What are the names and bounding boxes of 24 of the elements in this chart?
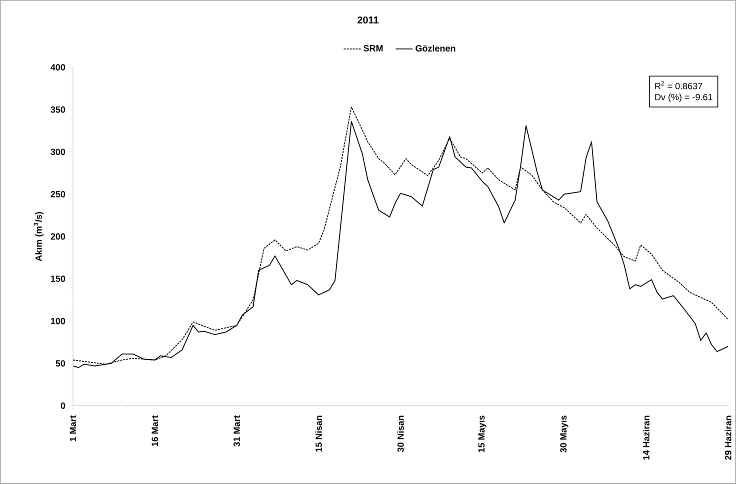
- x-tick-label: 31 Mart: [234, 415, 240, 447]
- annotation: Dv (%) = -9.61: [655, 94, 712, 102]
- y-tick-label: 50: [56, 360, 66, 367]
- annotation: R$^{2}$ = 0.8637: [655, 81, 702, 90]
- x-tick-label: 29 Haziran: [724, 416, 732, 460]
- y-tick-label: 0: [60, 402, 66, 409]
- x-tick-label: 15 Mayıs: [478, 416, 486, 452]
- y-tick-label: 200: [50, 233, 66, 240]
- y-tick-label: 100: [51, 318, 66, 324]
- chart-title: 2011: [358, 16, 379, 24]
- x-tick-label: 15 Nisan: [315, 416, 322, 452]
- y-tick-label: 150: [51, 276, 66, 282]
- y-tick-label: 400: [50, 64, 66, 70]
- y-tick-label: 350: [50, 106, 66, 113]
- y-tick-label: 250: [50, 191, 66, 198]
- x-tick-label: 30 Nisan: [397, 416, 404, 452]
- x-tick-label: 1 Mart: [70, 415, 76, 442]
- x-tick-label: 30 Mayıs: [560, 416, 568, 453]
- y-axis-title: Akım (m$^{3}$/s): [34, 212, 44, 262]
- legend-label: Gözlenen: [416, 44, 456, 52]
- legend-label: SRM: [364, 45, 383, 52]
- x-tick-label: 16 Mart: [152, 415, 158, 446]
- y-tick-label: 300: [50, 148, 66, 156]
- x-tick-label: 14 Haziran: [642, 416, 650, 460]
